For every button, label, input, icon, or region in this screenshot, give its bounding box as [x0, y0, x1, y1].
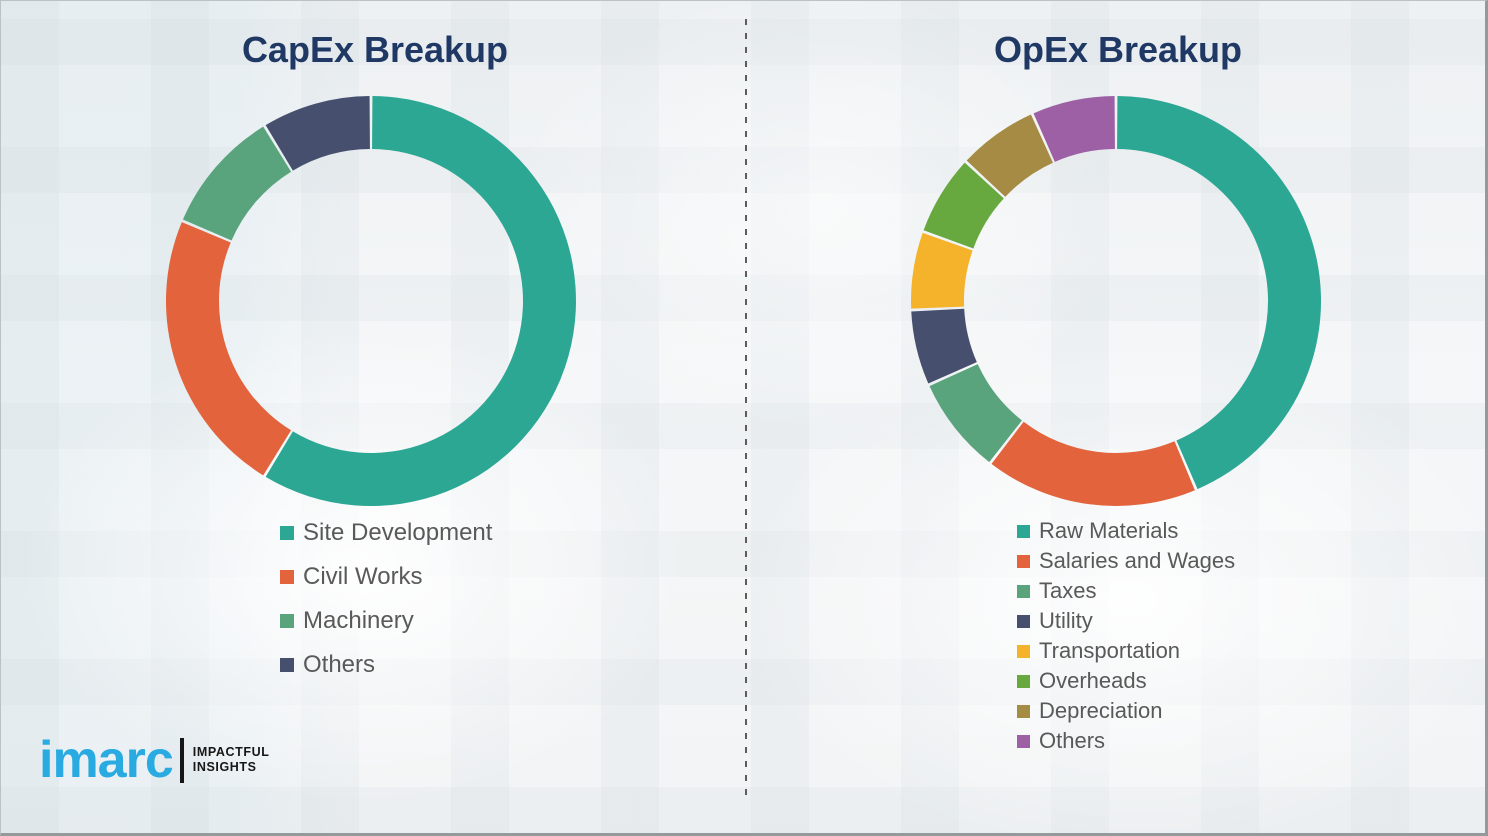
- opex-legend-item-transportation: Transportation: [1017, 636, 1235, 666]
- capex-segment-machinery: [182, 126, 292, 241]
- legend-swatch: [1017, 674, 1030, 688]
- legend-label: Utility: [1039, 608, 1093, 633]
- legend-swatch: [1017, 734, 1030, 748]
- logo-tagline-line1: IMPACTFUL: [192, 745, 270, 759]
- opex-legend-item-salaries-and-wages: Salaries and Wages: [1017, 546, 1235, 576]
- opex-legend-item-taxes: Taxes: [1017, 576, 1235, 606]
- opex-legend-item-overheads: Overheads: [1017, 666, 1235, 696]
- logo-tagline-line2: INSIGHTS: [192, 760, 257, 774]
- legend-label: Overheads: [1039, 668, 1147, 693]
- opex-legend-item-utility: Utility: [1017, 606, 1235, 636]
- legend-label: Salaries and Wages: [1039, 548, 1236, 573]
- legend-swatch: [1017, 614, 1030, 628]
- capex-legend: Site Development Civil Works Machinery Othe…: [280, 511, 492, 687]
- legend-label: Raw Materials: [1039, 518, 1179, 543]
- legend-label: Depreciation: [1039, 698, 1163, 723]
- capex-donut-chart: [166, 96, 576, 506]
- opex-donut-chart: [911, 96, 1322, 506]
- opex-segment-depreciation: [966, 114, 1053, 197]
- opex-title: OpEx Breakup: [993, 29, 1243, 70]
- opex-segment-taxes: [929, 364, 1022, 463]
- capex-title: CapEx Breakup: [241, 29, 509, 70]
- legend-label: Civil Works: [303, 563, 423, 590]
- legend-swatch: [1017, 584, 1030, 598]
- capex-legend-item-civil-works: Civil Works: [280, 555, 492, 599]
- legend-swatch: [280, 614, 294, 628]
- capex-segment-others: [265, 96, 370, 171]
- legend-swatch: [280, 658, 294, 672]
- legend-swatch: [1017, 644, 1030, 658]
- capex-legend-item-site-development: Site Development: [280, 511, 492, 555]
- opex-legend-item-depreciation: Depreciation: [1017, 696, 1235, 726]
- legend-label: Taxes: [1039, 578, 1097, 603]
- legend-swatch: [1017, 524, 1030, 538]
- legend-swatch: [280, 526, 294, 540]
- opex-segment-transportation: [911, 232, 973, 309]
- opex-legend-item-others: Others: [1017, 726, 1235, 756]
- imarc-logo-wordmark: imarc: [39, 731, 174, 789]
- opex-segment-overheads: [923, 162, 1004, 249]
- legend-swatch: [1017, 554, 1030, 568]
- imarc-logo: imarc IMPACTFUL INSIGHTS: [39, 734, 269, 786]
- legend-label: Others: [303, 651, 376, 678]
- opex-segment-raw-materials: [1117, 96, 1322, 490]
- legend-label: Site Development: [303, 519, 493, 546]
- opex-legend: Raw Materials Salaries and Wages Taxes Util…: [1017, 516, 1235, 756]
- capex-segment-site-development: [265, 96, 576, 506]
- legend-swatch: [1017, 704, 1030, 718]
- logo-tagline: IMPACTFUL INSIGHTS: [193, 745, 270, 775]
- logo-divider-bar: [179, 737, 184, 783]
- opex-segment-others: [1033, 96, 1115, 162]
- legend-swatch: [280, 570, 294, 584]
- capex-segment-civil-works: [166, 222, 292, 476]
- opex-legend-item-raw-materials: Raw Materials: [1017, 516, 1235, 546]
- capex-legend-item-machinery: Machinery: [280, 599, 492, 643]
- capex-legend-item-others: Others: [280, 643, 492, 687]
- dashed-divider: [745, 19, 747, 795]
- opex-segment-salaries-and-wages: [991, 421, 1195, 506]
- legend-label: Transportation: [1039, 638, 1181, 663]
- legend-label: Machinery: [303, 607, 414, 634]
- legend-label: Others: [1039, 728, 1106, 753]
- opex-segment-utility: [911, 308, 977, 384]
